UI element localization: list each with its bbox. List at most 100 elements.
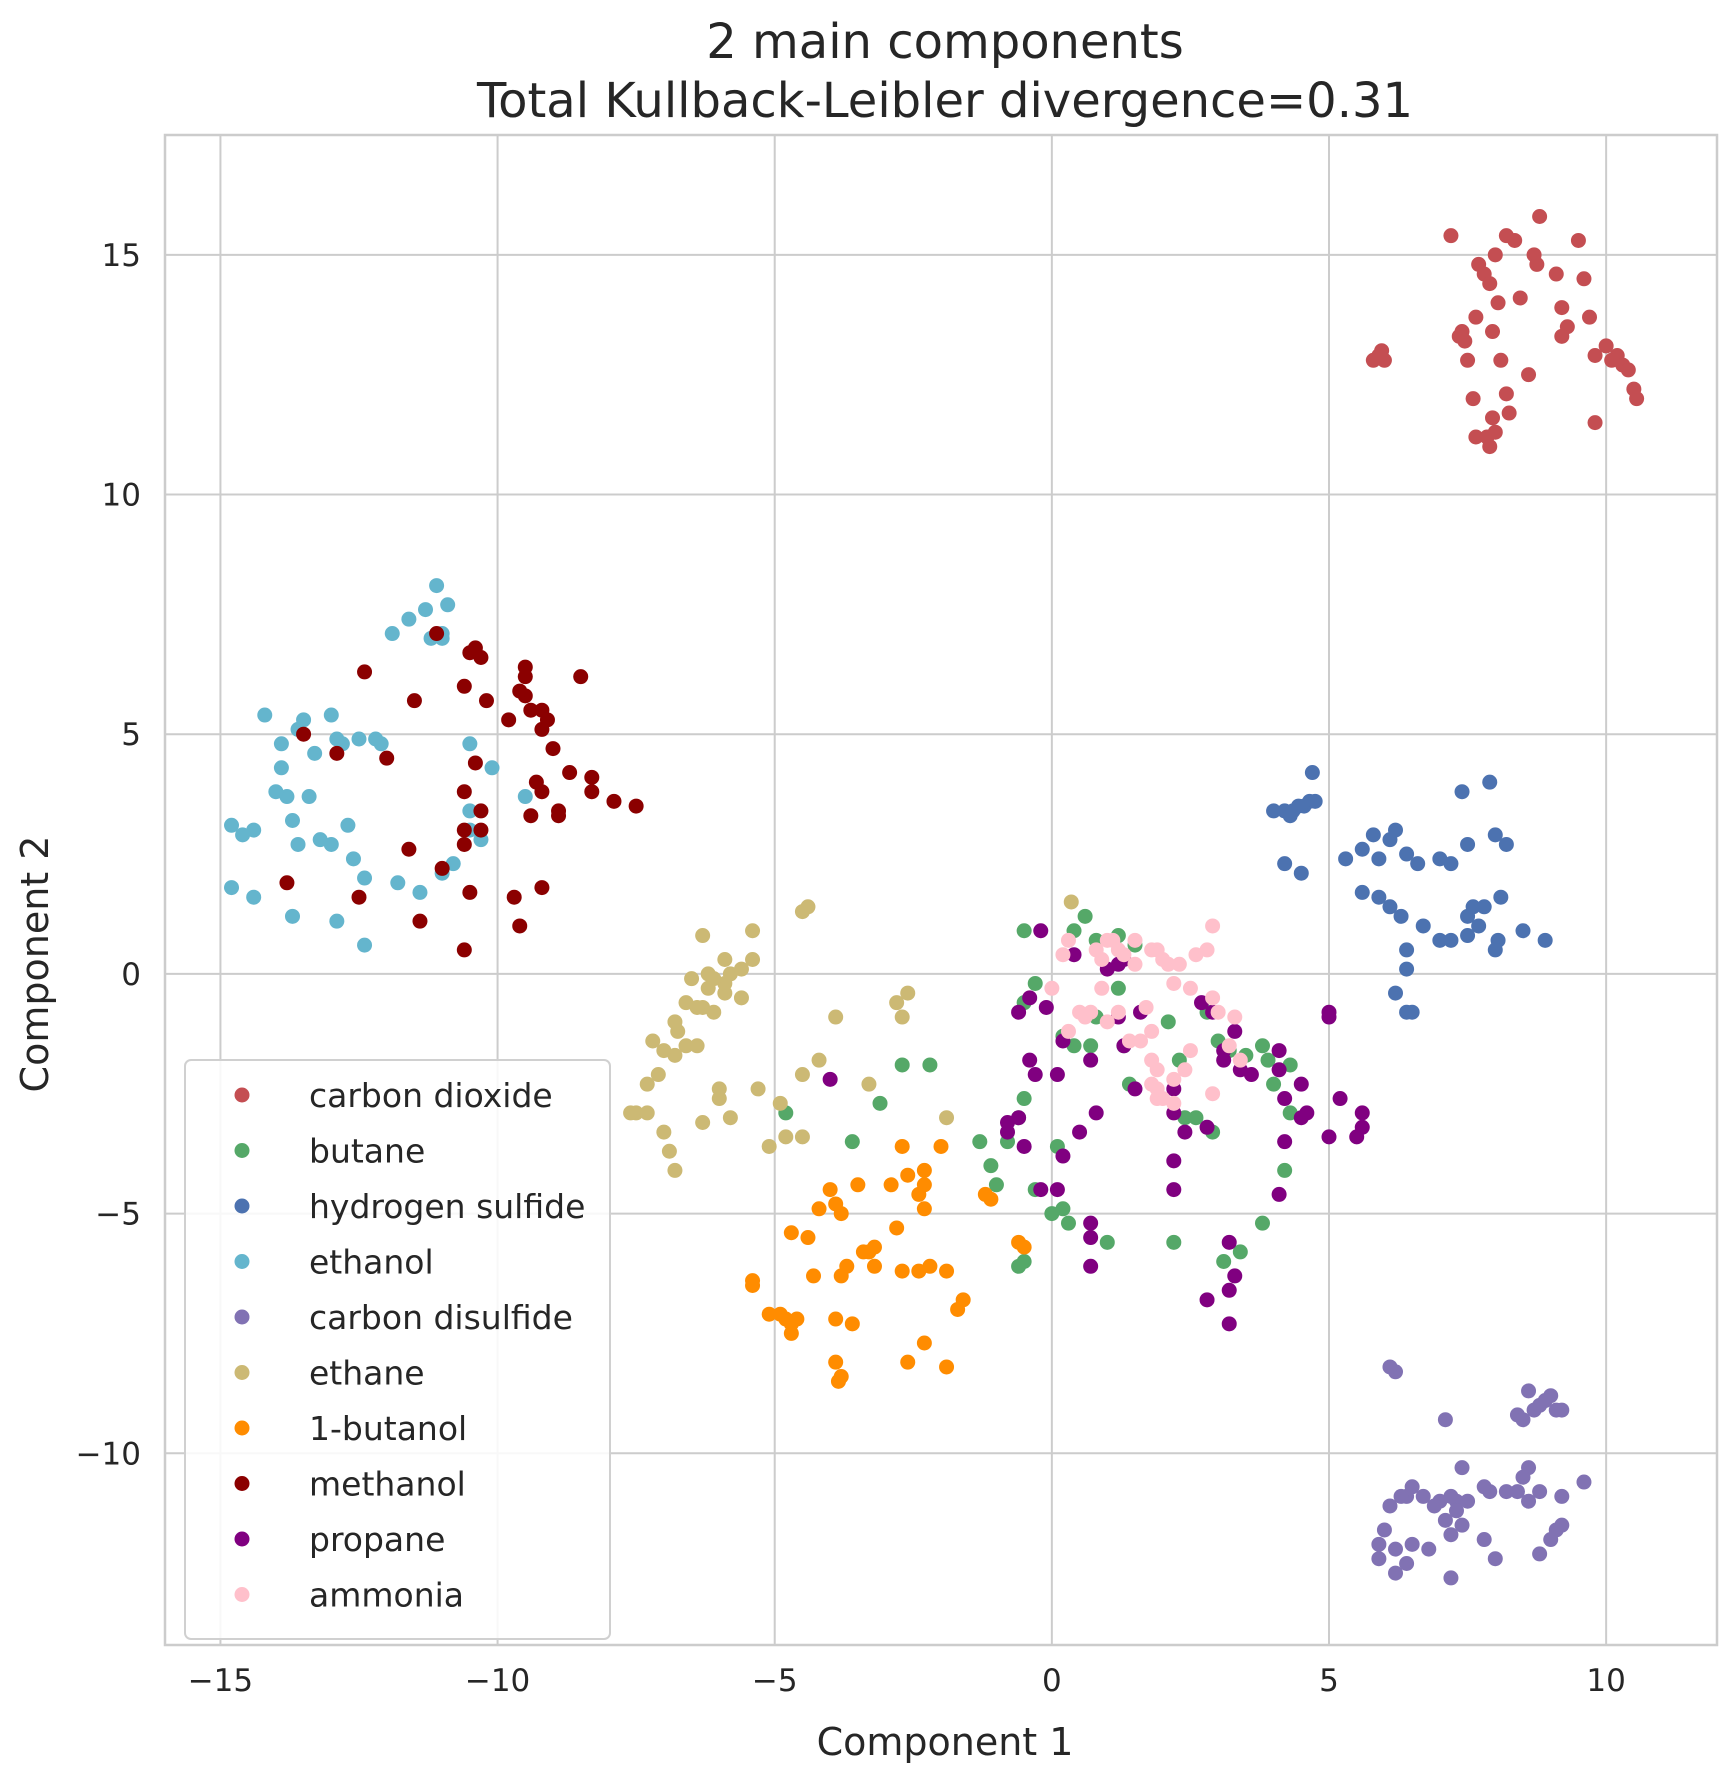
- data-point: [1498, 386, 1514, 402]
- data-point: [534, 784, 550, 800]
- data-point: [1127, 1081, 1143, 1097]
- data-point: [639, 1076, 655, 1092]
- data-point: [1016, 1138, 1032, 1154]
- data-point: [1083, 1038, 1099, 1054]
- data-point: [1205, 990, 1221, 1006]
- data-point: [562, 765, 578, 781]
- data-point: [1371, 889, 1387, 905]
- data-point: [1476, 899, 1492, 915]
- data-point: [1188, 1110, 1204, 1126]
- data-point: [1388, 1565, 1404, 1581]
- data-point: [1476, 1479, 1492, 1495]
- legend-marker: [234, 1143, 250, 1158]
- data-point: [811, 1201, 827, 1217]
- data-point: [1199, 1292, 1215, 1308]
- legend-label: ethanol: [309, 1243, 434, 1282]
- data-point: [1099, 1234, 1115, 1250]
- legend-marker: [234, 1087, 250, 1103]
- data-point: [473, 822, 489, 838]
- x-tick-label: 10: [1586, 1663, 1625, 1699]
- data-point: [456, 822, 472, 838]
- x-axis-label: Component 1: [817, 1720, 1074, 1764]
- data-point: [1468, 429, 1484, 445]
- data-point: [1487, 247, 1503, 263]
- data-point: [1465, 391, 1481, 407]
- data-point: [412, 884, 428, 900]
- data-point: [900, 985, 916, 1001]
- data-point: [1468, 309, 1484, 325]
- data-point: [1171, 956, 1187, 972]
- data-point: [955, 1292, 971, 1308]
- y-tick-label: 0: [121, 957, 141, 993]
- data-point: [1460, 836, 1476, 852]
- data-point: [1482, 276, 1498, 292]
- data-point: [1404, 1536, 1420, 1552]
- series-carbon-disulfide: [1371, 1359, 1592, 1586]
- data-point: [711, 1081, 727, 1097]
- data-point: [1388, 822, 1404, 838]
- data-point: [1482, 774, 1498, 790]
- data-point: [1487, 424, 1503, 440]
- legend-marker: [234, 1365, 250, 1380]
- data-point: [1210, 1004, 1226, 1020]
- data-point: [1166, 1071, 1182, 1087]
- data-point: [512, 918, 528, 934]
- data-point: [279, 875, 295, 891]
- legend-marker: [234, 1254, 250, 1269]
- data-point: [1227, 1023, 1243, 1039]
- data-point: [1382, 899, 1398, 915]
- data-point: [1493, 352, 1509, 368]
- y-tick-label: −10: [76, 1436, 141, 1472]
- data-point: [1077, 1009, 1093, 1025]
- data-point: [745, 923, 761, 939]
- data-point: [988, 1177, 1004, 1193]
- data-point: [983, 1191, 999, 1207]
- data-point: [1460, 1493, 1476, 1509]
- data-point: [1443, 1527, 1459, 1543]
- y-tick-label: 15: [102, 238, 141, 274]
- data-point: [1110, 1004, 1126, 1020]
- data-point: [523, 808, 539, 824]
- data-point: [1532, 208, 1548, 224]
- data-point: [1166, 975, 1182, 991]
- data-point: [1490, 295, 1506, 311]
- data-point: [456, 836, 472, 852]
- data-point: [1110, 980, 1126, 996]
- legend-marker: [234, 1587, 250, 1602]
- legend-label: carbon dioxide: [309, 1076, 553, 1115]
- data-point: [1077, 908, 1093, 924]
- data-point: [1016, 1091, 1032, 1107]
- data-point: [1454, 1517, 1470, 1533]
- x-tick-label: 0: [1042, 1663, 1062, 1699]
- data-point: [761, 1306, 777, 1322]
- data-point: [501, 712, 517, 728]
- data-point: [1487, 1551, 1503, 1567]
- data-point: [1454, 784, 1470, 800]
- data-point: [1576, 1474, 1592, 1490]
- data-point: [384, 626, 400, 642]
- data-point: [1521, 367, 1537, 383]
- data-point: [794, 1067, 810, 1083]
- legend-item: ethanol: [234, 1243, 434, 1282]
- legend-label: ethane: [309, 1354, 425, 1393]
- legend-item: ammonia: [234, 1576, 464, 1615]
- data-point: [916, 1335, 932, 1351]
- data-point: [1354, 884, 1370, 900]
- data-point: [1166, 1234, 1182, 1250]
- data-point: [1016, 1239, 1032, 1255]
- data-point: [1529, 256, 1545, 272]
- data-point: [1277, 1162, 1293, 1178]
- data-point: [1083, 1258, 1099, 1274]
- legend-item: ethane: [234, 1354, 425, 1393]
- data-point: [828, 1354, 844, 1370]
- data-point: [1554, 1488, 1570, 1504]
- data-point: [1254, 1215, 1270, 1231]
- data-point: [689, 1038, 705, 1054]
- data-point: [517, 789, 533, 805]
- data-point: [1022, 990, 1038, 1006]
- data-point: [639, 1105, 655, 1121]
- data-point: [1271, 1062, 1287, 1078]
- data-point: [789, 1311, 805, 1327]
- data-point: [1354, 1119, 1370, 1135]
